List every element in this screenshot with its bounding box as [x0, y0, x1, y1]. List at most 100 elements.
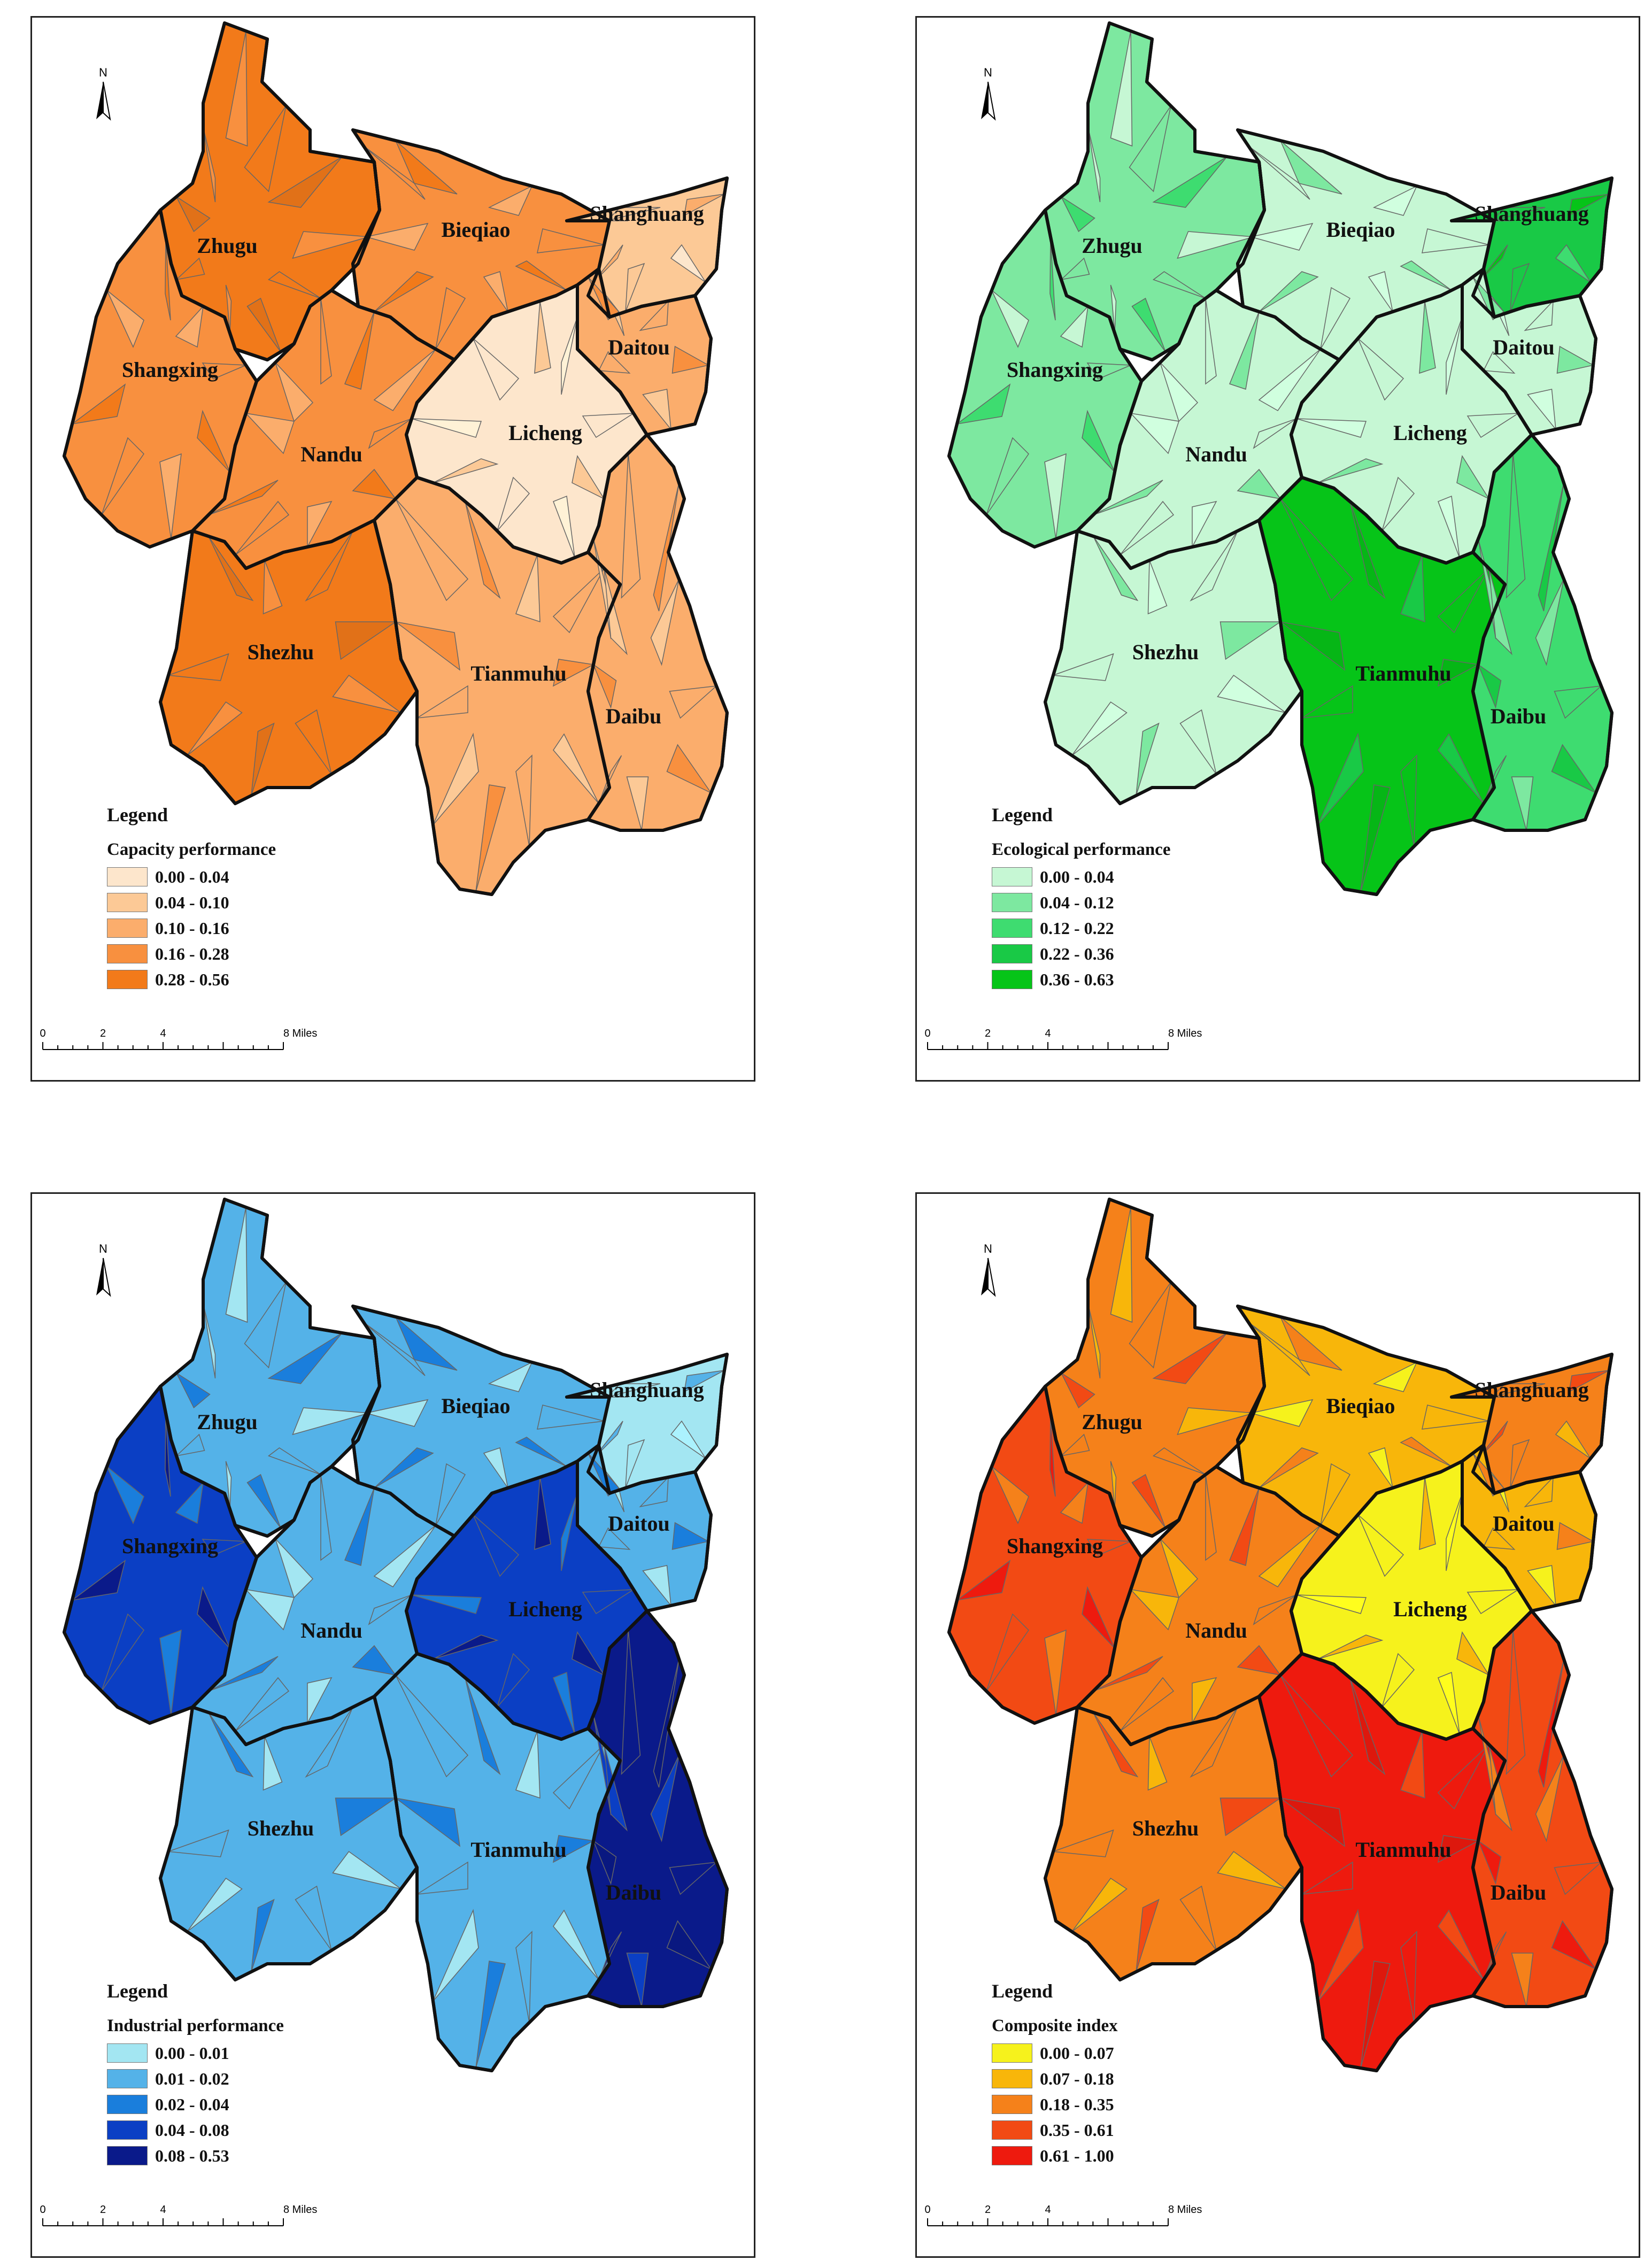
- map-panel-composite: Zhugu Bieqiao Shanghuang Daitou Shangxing Lic…: [915, 1192, 1640, 2258]
- township-unit: [1419, 300, 1436, 374]
- district-label-tianmuhu: Tianmuhu: [470, 661, 566, 685]
- scale-tick-label: 0: [924, 2204, 930, 2216]
- township-unit: [475, 784, 506, 892]
- township-unit: [320, 1474, 332, 1561]
- township-unit: [956, 383, 1011, 425]
- township-unit: [433, 1634, 499, 1660]
- township-unit: [473, 1514, 520, 1577]
- township-unit: [72, 383, 126, 425]
- district-label-bieqiao: Bieqiao: [442, 1394, 511, 1418]
- district-label-tianmuhu: Tianmuhu: [1355, 1838, 1451, 1862]
- legend-label: 0.00 - 0.04: [155, 867, 229, 886]
- township-unit: [168, 653, 229, 681]
- township-unit: [592, 663, 617, 709]
- scale-tick-label: 8 Miles: [1168, 1028, 1202, 1039]
- district-map: Zhugu Bieqiao Shanghuang Daitou Shangxing Lic…: [924, 1198, 1614, 2226]
- township-unit: [208, 480, 279, 515]
- scale-tick-label: 0: [40, 2204, 45, 2216]
- legend-title: Legend: [107, 804, 168, 826]
- township-unit: [1217, 674, 1286, 713]
- township-unit: [642, 389, 671, 431]
- district-label-daibu: Daibu: [606, 704, 662, 728]
- township-unit: [244, 1282, 287, 1369]
- township-unit: [187, 701, 243, 756]
- township-unit: [1093, 480, 1163, 515]
- township-unit: [332, 1850, 402, 1889]
- township-unit: [1192, 500, 1217, 547]
- scale-bar: [927, 2218, 1169, 2226]
- township-unit: [251, 722, 275, 796]
- legend-swatch: [992, 970, 1032, 989]
- district-label-shangxing: Shangxing: [122, 358, 218, 382]
- district-label-daibu: Daibu: [606, 1880, 662, 1904]
- township-unit: [515, 1731, 541, 1799]
- township-unit: [1082, 410, 1115, 473]
- township-unit: [572, 1631, 606, 1676]
- district-outline: [586, 1609, 729, 2008]
- township-unit: [1053, 1829, 1114, 1857]
- township-unit: [475, 1961, 506, 2069]
- township-unit: [1259, 1447, 1319, 1488]
- north-arrow-icon: [981, 81, 996, 121]
- township-unit: [986, 437, 1029, 515]
- township-unit: [1248, 145, 1310, 200]
- township-unit: [1093, 536, 1139, 601]
- township-unit: [395, 621, 460, 671]
- township-unit: [671, 345, 710, 374]
- township-unit: [267, 1447, 321, 1475]
- township-unit: [1456, 1631, 1491, 1676]
- township-unit: [1511, 1953, 1534, 2007]
- township-unit: [642, 1565, 671, 1607]
- scale-tick-label: 2: [985, 2204, 991, 2216]
- north-arrow-icon: [981, 1258, 996, 1297]
- township-unit: [246, 1474, 281, 1529]
- legend-item: 0.04 - 0.12: [992, 890, 1170, 915]
- township-unit: [1152, 1332, 1228, 1384]
- legend-item: 0.18 - 0.35: [992, 2092, 1118, 2117]
- township-unit: [1400, 1731, 1425, 1799]
- district-outline: [1471, 1609, 1614, 2008]
- township-unit: [465, 1677, 501, 1776]
- district-label-nandu: Nandu: [1185, 442, 1247, 466]
- township-unit: [1569, 194, 1610, 217]
- township-unit: [1086, 1539, 1131, 1556]
- township-unit: [263, 560, 283, 615]
- township-unit: [1438, 1671, 1460, 1734]
- map-panel-ecological: Zhugu Bieqiao Shanghuang Daitou Shangxing Lic…: [915, 16, 1640, 1082]
- legend-label: 0.04 - 0.12: [1040, 892, 1114, 912]
- township-unit: [175, 1371, 211, 1409]
- district-outline: [1044, 519, 1303, 805]
- legend-label: 0.61 - 1.00: [1040, 2146, 1114, 2165]
- township-unit: [1317, 458, 1384, 483]
- legend: Legend Industrial performance 0.00 - 0.01 0…: [107, 1980, 284, 2169]
- township-unit: [1446, 1493, 1463, 1571]
- township-unit: [1551, 1920, 1597, 1970]
- district-label-tianmuhu: Tianmuhu: [470, 1838, 566, 1862]
- township-unit: [592, 1839, 617, 1885]
- district-label-shezhu: Shezhu: [1132, 640, 1199, 664]
- township-unit: [1177, 1407, 1254, 1436]
- township-unit: [1060, 305, 1089, 348]
- legend-label: 0.04 - 0.10: [155, 892, 229, 912]
- township-unit: [1524, 1476, 1554, 1508]
- township-unit: [1147, 1736, 1168, 1791]
- township-unit: [650, 1755, 680, 1842]
- legend-label: 0.35 - 0.61: [1040, 2120, 1114, 2140]
- township-unit: [1082, 1586, 1115, 1649]
- district-label-bieqiao: Bieqiao: [1326, 1394, 1395, 1418]
- township-unit: [267, 271, 321, 299]
- township-unit: [335, 621, 397, 660]
- legend-swatch: [992, 2043, 1032, 2063]
- township-unit: [1296, 418, 1367, 438]
- township-unit: [621, 453, 641, 599]
- township-unit: [352, 1645, 397, 1676]
- township-unit: [1129, 412, 1179, 454]
- township-unit: [626, 776, 649, 831]
- township-unit: [684, 194, 725, 217]
- township-unit: [1483, 755, 1507, 804]
- township-unit: [197, 410, 230, 473]
- township-unit: [1301, 685, 1353, 719]
- township-unit: [373, 1525, 436, 1587]
- legend: Legend Capacity performance 0.00 - 0.04 0.0…: [107, 804, 276, 992]
- district-label-shezhu: Shezhu: [248, 640, 314, 664]
